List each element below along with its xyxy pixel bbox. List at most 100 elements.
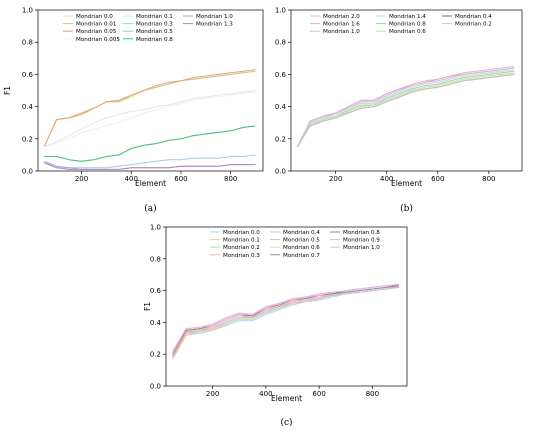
x-tick-label: 800 [482,175,495,183]
legend-label: Mondrian 0.1 [136,14,173,20]
x-tick-label: 800 [366,390,379,398]
y-tick-label: 0.2 [22,135,33,143]
legend-entry: Mondrian 0.8 [376,22,426,28]
legend-entry: Mondrian 1.6 [310,22,360,28]
legend-label: Mondrian 0.4 [283,230,320,236]
y-tick-label: 0.2 [275,135,286,143]
y-tick-label: 0.8 [22,39,33,47]
series-line-mondrian-0_1 [44,90,256,148]
series-line-mondrian-0_9 [172,283,400,353]
legend-label: Mondrian 1.3 [196,22,233,28]
legend-label: Mondrian 0.05 [76,29,117,35]
series-line-mondrian-0_2 [296,73,515,148]
y-tick-label: 0.2 [150,351,161,359]
x-tick-label: 400 [259,390,272,398]
y-tick-label: 0.4 [275,103,287,111]
series-line-mondrian-0_2 [172,286,400,358]
legend-label: Mondrian 1.6 [323,22,360,28]
legend-entry: Mondrian 0.2 [442,22,492,28]
y-tick-label: 0.6 [275,71,287,79]
y-tick-label: 0.0 [22,168,33,176]
legend-entry: Mondrian 0.6 [376,29,426,35]
y-tick-label: 0.4 [150,319,162,327]
legend-label: Mondrian 0.8 [136,37,173,43]
legend-label: Mondrian 0.3 [223,253,260,259]
legend-label: Mondrian 0.005 [76,37,120,43]
plot-area-frame [290,9,523,172]
legend-entry: Mondrian 0.05 [63,29,117,35]
y-tick-label: 0.6 [22,71,34,79]
legend-entry: Mondrian 0.1 [210,238,260,244]
y-tick-label: 0.0 [275,168,286,176]
panel-caption: (b) [400,203,413,214]
y-tick-label: 1.0 [275,7,286,15]
legend-label: Mondrian 1.4 [389,14,426,20]
y-tick-label: 0.8 [275,39,286,47]
chart-panel-c: 0.0 0.2 0.4 0.6 0.8 1.0 200 400 600 800 Element F1 M… [143,224,408,428]
legend-entry: Mondrian 1.4 [376,14,426,20]
legend-label: Mondrian 0.7 [283,253,320,259]
x-tick-label: 400 [380,175,393,183]
series-line-mondrian-0_3 [172,286,400,358]
series-line-mondrian-0_8 [296,70,515,148]
series-line-mondrian-1_4 [296,69,515,148]
series-line-mondrian-0_05 [43,69,256,148]
legend-entry: Mondrian 1.0 [183,14,233,20]
x-axis-label: Element [391,179,422,188]
legend-label: Mondrian 0.5 [283,238,320,244]
chart-panel-a: 0.0 0.2 0.4 0.6 0.8 1.0 200 400 600 800 Element F1 M… [3,7,264,214]
x-axis-label: Element [135,179,166,188]
legend-entry: Mondrian 0.5 [123,29,173,35]
legend-label: Mondrian 0.9 [343,238,380,244]
legend-label: Mondrian 1.0 [343,245,380,251]
y-tick-label: 0.4 [22,103,34,111]
legend-label: Mondrian 0.2 [455,22,492,28]
legend-label: Mondrian 0.8 [343,230,380,236]
legend-entry: Mondrian 0.7 [270,253,320,259]
y-tick-label: 1.0 [150,224,161,232]
legend-entry: Mondrian 1.0 [330,245,380,251]
y-axis-label: F1 [143,302,152,311]
legend-entry: Mondrian 0.8 [123,37,173,43]
series-line-mondrian-0_005 [44,91,256,148]
legend-label: Mondrian 0.8 [389,22,426,28]
series-line-mondrian-0_6 [172,285,400,355]
legend-label: Mondrian 0.01 [76,22,117,28]
chart-panel-b: 0.0 0.2 0.4 0.6 0.8 1.0 200 400 600 800 Element Mon… [275,7,523,214]
series-line-mondrian-0_3 [43,154,256,169]
x-tick-label: 400 [125,175,138,183]
legend-entry: Mondrian 0.6 [270,245,320,251]
legend-label: Mondrian 0.1 [223,238,260,244]
x-tick-label: 200 [329,175,342,183]
legend-entry: Mondrian 1.0 [310,29,360,35]
x-axis-label: Element [271,394,302,403]
legend-entry: Mondrian 0.9 [330,238,380,244]
legend-entry: Mondrian 0.3 [210,253,260,259]
panel-caption: (c) [280,417,292,428]
plot-area-frame [37,9,264,172]
series-line-mondrian-1_0 [296,67,515,148]
series-line-mondrian-0_4 [172,286,400,357]
x-tick-label: 600 [431,175,444,183]
legend-label: Mondrian 0.0 [223,230,260,236]
series-line-mondrian-0_8 [172,285,399,353]
legend-label: Mondrian 1.0 [323,29,360,35]
legend-entry: Mondrian 0.4 [270,230,320,236]
x-tick-label: 600 [174,175,187,183]
legend-entry: Mondrian 0.5 [270,238,320,244]
legend-label: Mondrian 1.0 [196,14,233,20]
legend-entry: Mondrian 0.0 [63,14,113,20]
legend-entry: Mondrian 0.4 [442,14,492,20]
x-tick-label: 800 [224,175,237,183]
legend-label: Mondrian 0.6 [283,245,320,251]
x-tick-label: 200 [75,175,88,183]
series-line-mondrian-0_5 [172,286,399,357]
y-tick-label: 1.0 [22,7,33,15]
legend-label: Mondrian 0.4 [455,14,492,20]
legend-label: Mondrian 0.0 [76,14,113,20]
legend-entry: Mondrian 2.0 [310,14,360,20]
legend-entry: Mondrian 1.3 [183,22,233,28]
x-tick-label: 600 [312,390,325,398]
legend-entry: Mondrian 0.005 [63,37,120,43]
